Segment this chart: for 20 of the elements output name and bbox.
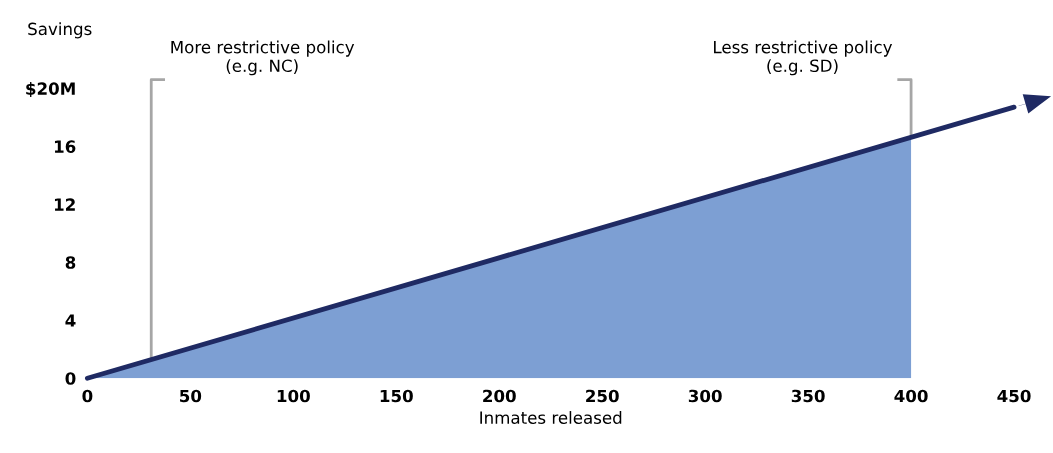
- y-axis-title: Savings: [28, 22, 92, 39]
- x-tick-label: 50: [180, 389, 202, 403]
- x-tick-label: 350: [791, 389, 825, 403]
- x-tick-label: 450: [997, 389, 1031, 403]
- y-tick-label: 4: [65, 314, 76, 327]
- ref-line-label: Less restrictive policy (e.g. SD): [714, 40, 893, 76]
- x-tick-label: 250: [586, 389, 619, 403]
- x-tick-label: 0: [82, 389, 93, 403]
- x-tick-label: 100: [277, 389, 310, 403]
- ref-line-label: More restrictive policy (e.g. NC): [171, 40, 355, 76]
- y-tick-label: $20M: [26, 82, 75, 98]
- x-tick-label: 200: [483, 389, 516, 403]
- y-tick-label: 0: [65, 372, 76, 385]
- x-tick-label: 400: [894, 389, 928, 403]
- y-tick-label: 16: [54, 140, 76, 153]
- x-tick-label: 150: [380, 389, 413, 403]
- y-tick-label: 8: [65, 256, 76, 269]
- x-tick-label: 300: [688, 389, 722, 403]
- y-tick-label: 12: [54, 198, 75, 211]
- x-axis-title: Inmates released: [480, 411, 622, 424]
